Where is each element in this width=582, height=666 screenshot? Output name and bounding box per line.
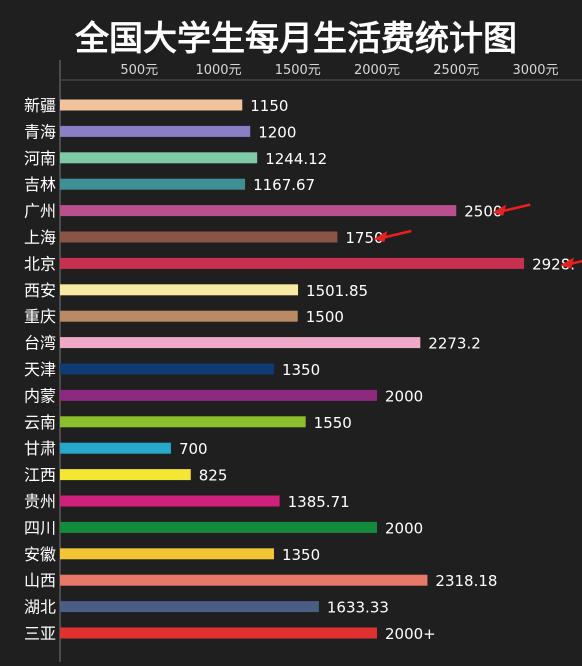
category-label: 江西 xyxy=(24,466,56,485)
bar xyxy=(60,627,377,639)
annotation-arrow-head xyxy=(373,231,388,242)
x-tick-label: 3000元 xyxy=(512,63,558,78)
bar xyxy=(60,548,274,560)
value-label: 2000 xyxy=(385,519,423,537)
value-label: 1500 xyxy=(306,308,344,326)
value-label: 1244.12 xyxy=(265,150,327,168)
annotation-arrow-shaft xyxy=(381,229,412,240)
value-label: 2928. xyxy=(532,255,575,273)
bar xyxy=(60,601,319,613)
x-tick-label: 500元 xyxy=(120,63,158,78)
value-label: 1350 xyxy=(282,546,320,564)
bar xyxy=(60,284,299,296)
bar xyxy=(60,495,280,507)
category-label: 广州 xyxy=(24,202,56,221)
category-label: 甘肃 xyxy=(24,439,56,458)
category-label: 山西 xyxy=(24,571,56,590)
value-label: 1750 xyxy=(345,229,383,247)
bar xyxy=(60,231,338,243)
value-label: 2273.2 xyxy=(428,335,481,353)
category-label: 上海 xyxy=(24,228,56,247)
annotation-arrows xyxy=(373,203,582,269)
category-label: 湖北 xyxy=(24,598,56,617)
bar xyxy=(60,574,428,586)
annotation-arrow-head xyxy=(560,257,575,269)
value-label: 1150 xyxy=(250,97,288,115)
value-label: 2000 xyxy=(385,387,423,405)
bar xyxy=(60,363,274,375)
value-label: 825 xyxy=(199,467,228,485)
value-label: 1501.85 xyxy=(306,282,368,300)
category-label: 内蒙 xyxy=(24,386,56,405)
x-tick-label: 2500元 xyxy=(433,63,479,78)
x-tick-label: 2000元 xyxy=(354,63,400,78)
bar xyxy=(60,178,246,190)
value-label: 1200 xyxy=(258,123,296,141)
category-label: 安徽 xyxy=(24,545,56,564)
category-label: 青海 xyxy=(24,122,56,141)
bar xyxy=(60,125,251,137)
annotation-arrow-shaft xyxy=(567,259,582,266)
bar xyxy=(60,310,298,322)
bar xyxy=(60,521,377,533)
category-label: 云南 xyxy=(24,413,56,432)
bar xyxy=(60,99,243,111)
category-label: 重庆 xyxy=(24,307,56,326)
x-tick-label: 1500元 xyxy=(275,63,321,78)
bar xyxy=(60,337,421,349)
category-label: 西安 xyxy=(24,281,56,300)
category-label: 新疆 xyxy=(24,96,56,115)
bar xyxy=(60,442,171,454)
chart-title: 全国大学生每月生活费统计图 xyxy=(74,19,517,59)
annotation-arrow-head xyxy=(492,204,507,216)
category-label: 北京 xyxy=(24,254,56,273)
bar xyxy=(60,416,306,428)
x-axis-ticks: 500元 1000元 1500元 2000元 2500元 3000元 xyxy=(120,63,558,78)
category-label: 河南 xyxy=(24,149,56,168)
value-label: 2000+ xyxy=(385,625,436,643)
category-label: 贵州 xyxy=(24,492,56,511)
annotation-arrow-shaft xyxy=(499,203,531,213)
value-label: 1385.71 xyxy=(288,493,350,511)
bar xyxy=(60,469,191,481)
bar xyxy=(60,152,258,164)
category-label: 四川 xyxy=(24,518,56,537)
value-label: 700 xyxy=(179,440,208,458)
category-label: 三亚 xyxy=(24,624,56,643)
value-label: 1633.33 xyxy=(327,599,389,617)
category-label: 台湾 xyxy=(24,334,56,353)
value-label: 1550 xyxy=(314,414,352,432)
value-label: 1350 xyxy=(282,361,320,379)
bar xyxy=(60,257,525,269)
bar xyxy=(60,389,377,401)
category-label: 天津 xyxy=(24,360,56,379)
category-label: 吉林 xyxy=(24,175,56,194)
value-label: 2500 xyxy=(464,203,502,221)
bars-group: 新疆 1150 青海 1200 河南 1244.12 吉林 1167.67 广州 2500 上海 17… xyxy=(24,96,575,643)
x-tick-label: 1000元 xyxy=(195,63,241,78)
bar xyxy=(60,205,457,217)
value-label: 1167.67 xyxy=(253,176,315,194)
value-label: 2318.18 xyxy=(435,572,497,590)
